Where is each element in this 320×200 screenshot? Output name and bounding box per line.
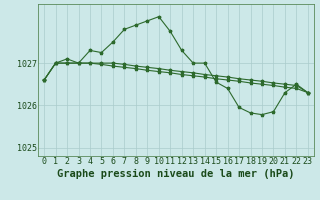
X-axis label: Graphe pression niveau de la mer (hPa): Graphe pression niveau de la mer (hPa) bbox=[57, 169, 295, 179]
